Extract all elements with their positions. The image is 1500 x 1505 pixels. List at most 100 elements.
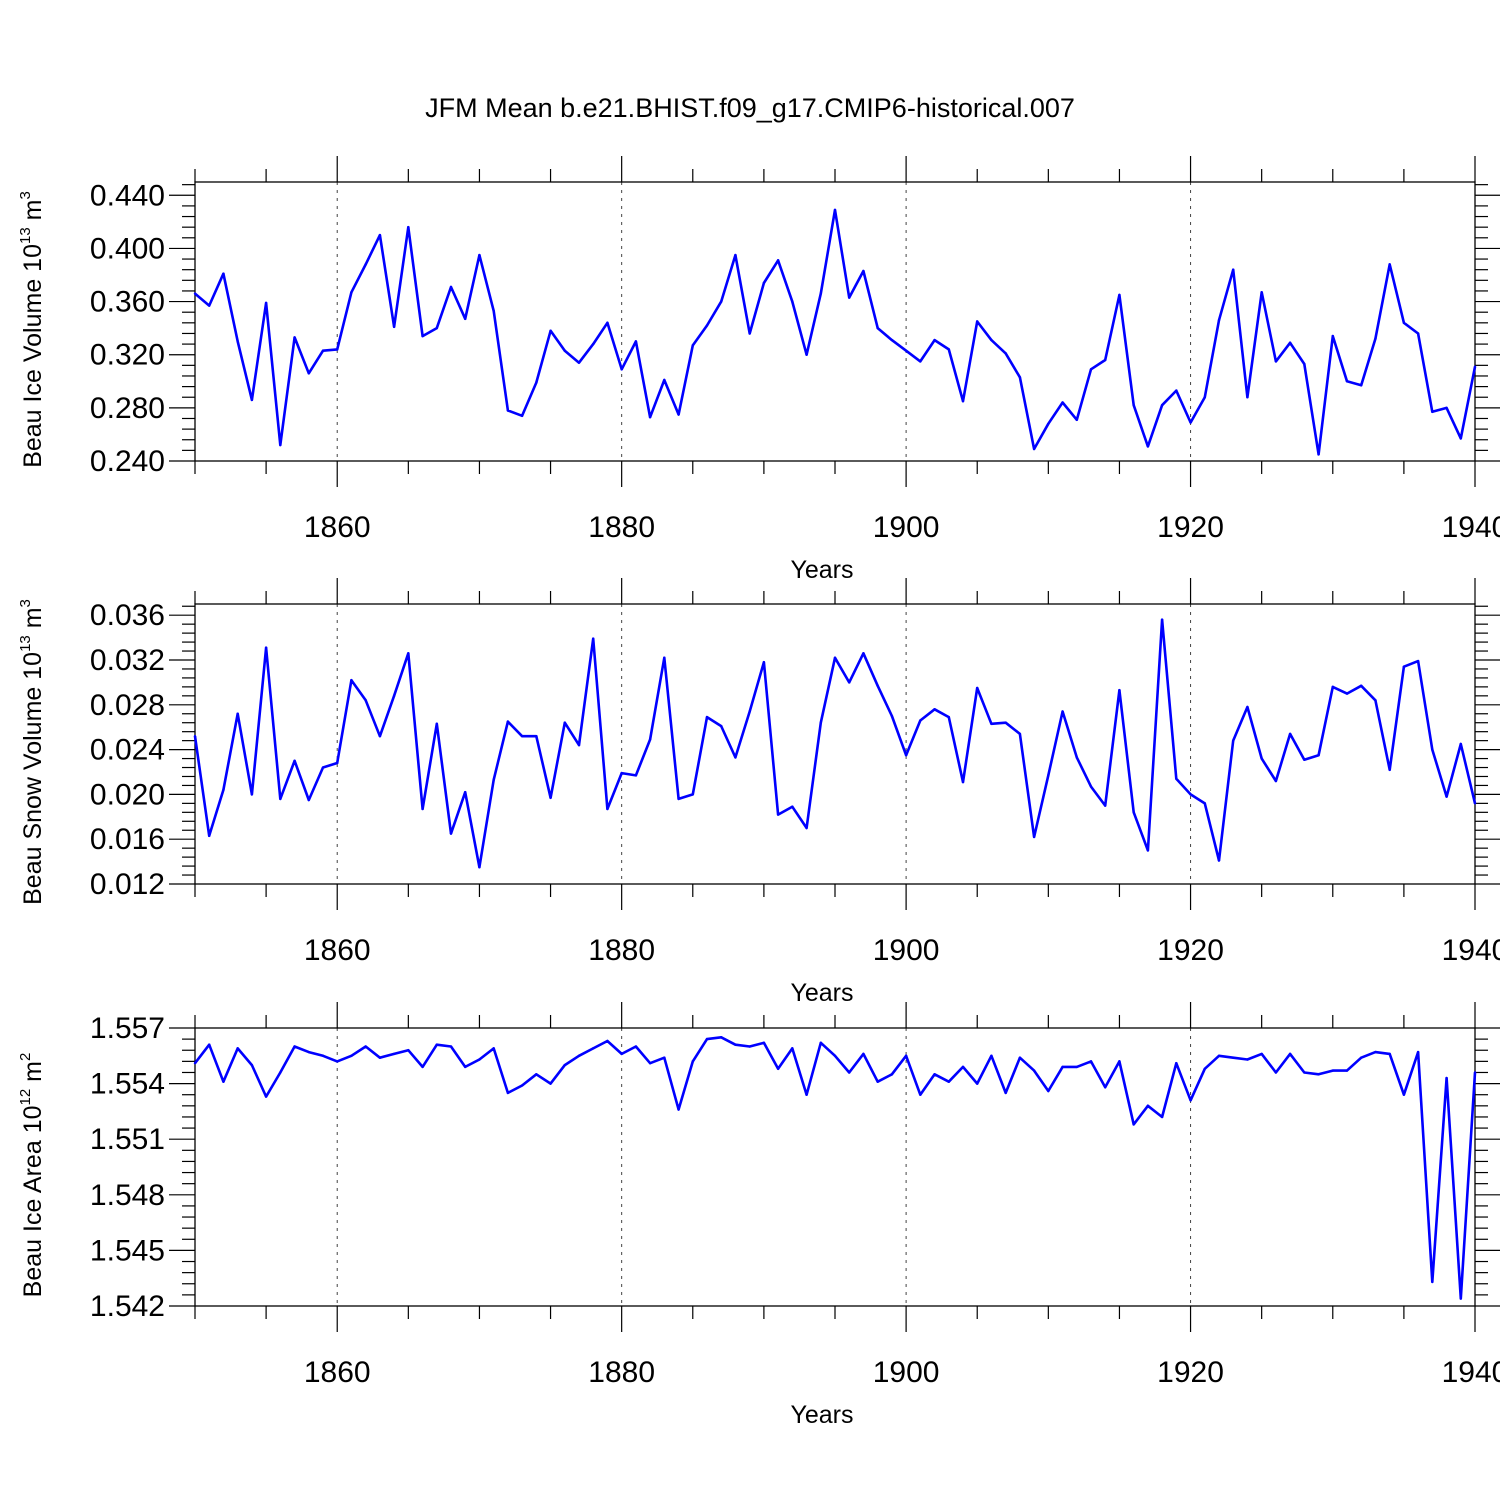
- data-point: [264, 301, 268, 305]
- data-point: [279, 797, 282, 801]
- data-point: [791, 805, 794, 808]
- data-point: [1032, 1069, 1036, 1072]
- data-point: [1160, 1115, 1164, 1119]
- data-point: [392, 1052, 396, 1056]
- x-tick-label: 1900: [873, 511, 940, 544]
- data-point: [549, 329, 552, 332]
- data-point: [1317, 1073, 1320, 1076]
- data-point: [236, 340, 239, 343]
- data-point: [421, 1065, 424, 1069]
- data-point: [848, 1071, 851, 1074]
- data-point: [1388, 768, 1391, 771]
- data-point: [464, 790, 467, 794]
- data-point: [933, 1073, 936, 1076]
- data-point: [1303, 362, 1306, 366]
- data-point: [705, 324, 709, 327]
- x-tick-label: 1920: [1157, 511, 1224, 544]
- data-point: [691, 344, 694, 347]
- y-tick-label: 0.320: [90, 339, 165, 372]
- data-point: [791, 1047, 794, 1050]
- data-point: [1288, 732, 1292, 736]
- data-point: [805, 353, 808, 356]
- data-point: [577, 743, 581, 747]
- data-point: [222, 1080, 225, 1083]
- data-point: [819, 292, 822, 295]
- data-point: [1047, 422, 1050, 425]
- data-point: [1274, 1071, 1278, 1074]
- x-tick-label: 1880: [588, 1356, 655, 1389]
- data-point: [549, 1082, 552, 1085]
- y-tick-label: 1.557: [90, 1012, 165, 1045]
- data-point: [1061, 401, 1064, 404]
- y-axis-title-text: Beau Snow Volume 10: [19, 652, 47, 905]
- y-axis-title-text: Beau Ice Area 10: [19, 1106, 47, 1298]
- data-point: [1459, 1297, 1462, 1300]
- y-axis-title: Beau Ice Volume 1013 m3: [17, 191, 47, 468]
- data-point: [947, 348, 950, 351]
- data-point: [577, 361, 581, 364]
- chart-panels: 0.240 0.280 0.320 0.360 0.400 0.440 1860 1880 19…: [17, 156, 1500, 1429]
- data-point: [862, 652, 865, 655]
- data-point: [1416, 659, 1420, 663]
- data-point: [435, 722, 438, 726]
- data-point: [1018, 376, 1022, 379]
- data-point: [307, 798, 310, 802]
- data-point: [904, 1054, 908, 1058]
- data-point: [1402, 321, 1406, 325]
- data-point: [819, 721, 822, 724]
- data-point: [961, 1065, 965, 1069]
- data-point: [606, 1039, 609, 1043]
- data-point: [1203, 1067, 1206, 1070]
- y-axis-title-unit: m: [19, 1061, 47, 1089]
- data-point: [1445, 1076, 1448, 1080]
- data-point: [961, 400, 965, 403]
- data-point: [535, 734, 538, 738]
- y-tick-label: 1.551: [90, 1123, 165, 1156]
- data-point: [1175, 389, 1178, 392]
- data-point: [734, 253, 737, 257]
- data-point: [1132, 404, 1135, 407]
- plot-frame: [194, 181, 1476, 462]
- data-point: [876, 684, 879, 687]
- data-point: [961, 780, 965, 784]
- data-point: [535, 1073, 538, 1076]
- data-point: [506, 720, 510, 723]
- data-point: [236, 712, 239, 715]
- data-point: [890, 1073, 894, 1076]
- series-line-ice-volume: [194, 208, 1477, 456]
- data-point: [307, 372, 310, 375]
- chart-title: JFM Mean b.e21.BHIST.f09_g17.CMIP6-histo…: [425, 93, 1075, 123]
- x-tick-label: 1880: [588, 934, 655, 967]
- data-point: [1132, 1123, 1135, 1126]
- data-point: [1232, 1056, 1235, 1059]
- data-point: [919, 719, 922, 722]
- data-point: [350, 678, 353, 682]
- data-point: [1061, 710, 1064, 713]
- data-point: [293, 1045, 296, 1048]
- data-point: [862, 1052, 865, 1056]
- data-point: [1089, 785, 1093, 788]
- data-point: [890, 338, 894, 342]
- data-point: [378, 233, 382, 237]
- data-point: [1146, 1104, 1150, 1108]
- data-point: [577, 1054, 581, 1058]
- data-point: [350, 1054, 353, 1058]
- data-point: [1360, 384, 1363, 387]
- data-point: [1303, 1071, 1306, 1074]
- x-tick-label: 1920: [1157, 934, 1224, 967]
- data-point: [1104, 804, 1107, 807]
- data-point: [1473, 802, 1477, 805]
- y-axis-title-unit-sup: 3: [17, 191, 34, 199]
- data-point: [378, 1056, 382, 1059]
- data-point: [848, 296, 851, 299]
- data-point: [776, 1067, 780, 1070]
- data-point: [776, 259, 780, 262]
- data-point: [990, 1054, 993, 1058]
- data-point: [1232, 268, 1235, 271]
- data-point: [933, 338, 936, 342]
- data-point: [1232, 739, 1235, 742]
- data-point: [748, 332, 751, 335]
- plot-frame: [194, 603, 1476, 885]
- data-point: [535, 381, 538, 384]
